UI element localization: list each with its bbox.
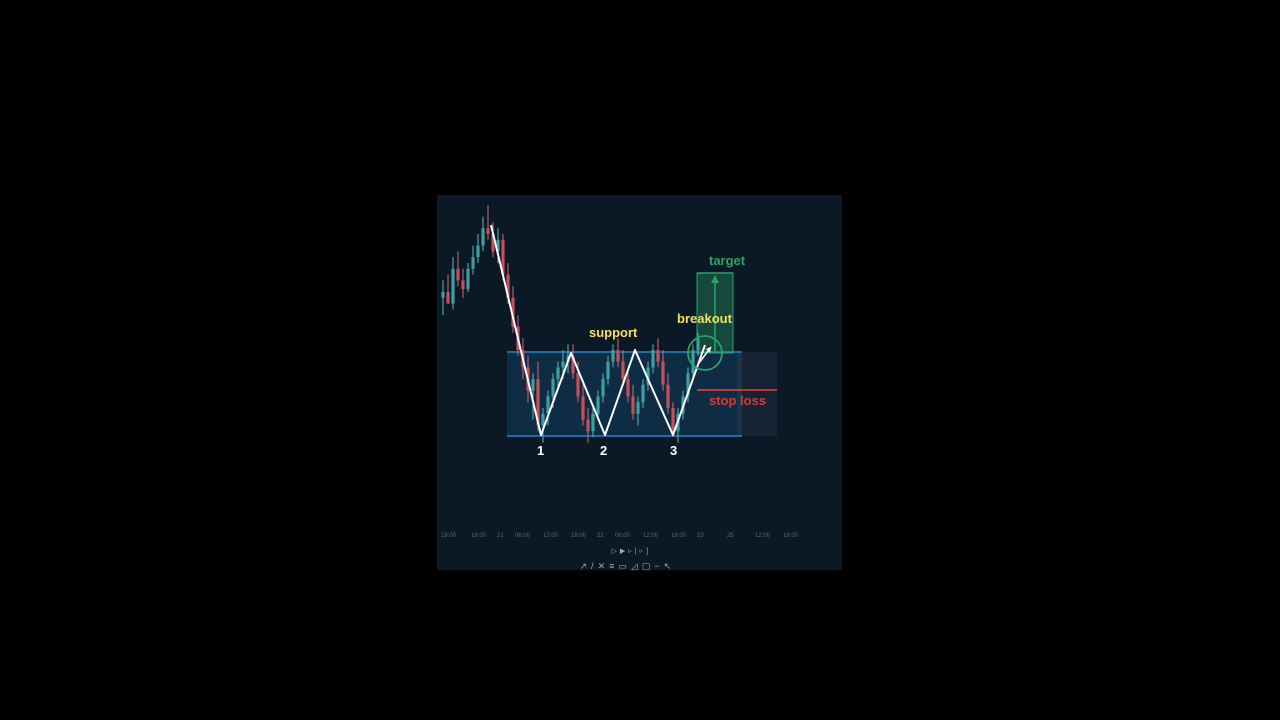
timeline-tick: 23 <box>697 533 704 539</box>
timeline-axis: 18:00 18:00 21 06:00 12:00 18:00 22 06:00 12:00 1… <box>437 533 842 543</box>
timeline-tick: 18:00 <box>571 533 586 539</box>
tool-cross-icon[interactable]: ✕ <box>598 561 610 571</box>
tool-diag-icon[interactable]: ◿ <box>631 561 642 571</box>
label-bottom-3: 3 <box>670 443 677 458</box>
timeline-tick: 18:00 <box>783 533 798 539</box>
tool-box-icon[interactable]: ▢ <box>642 561 655 571</box>
playback-play-icon[interactable]: ▷ <box>612 548 620 555</box>
chart-frame: support breakout target stop loss 1 2 3 … <box>437 195 842 570</box>
timeline-tick: 06:00 <box>515 533 530 539</box>
timeline-tick: 12:00 <box>543 533 558 539</box>
tool-rect-icon[interactable]: ▭ <box>618 561 631 571</box>
tool-cursor-icon[interactable]: ↖ <box>664 561 676 571</box>
timeline-tick: 21 <box>497 533 504 539</box>
timeline-tick: 18:00 <box>441 533 456 539</box>
tool-minus-icon[interactable]: − <box>654 561 663 571</box>
timeline-tick: 18:00 <box>471 533 486 539</box>
drawing-toolbar: ↗/✕≡▭◿▢−↖ <box>580 561 676 572</box>
playback-skip-icon[interactable]: ▹| <box>628 548 639 555</box>
tool-trend-icon[interactable]: ↗ <box>580 561 592 571</box>
label-bottom-1: 1 <box>537 443 544 458</box>
timeline-tick: 25 <box>727 533 734 539</box>
label-breakout: breakout <box>677 311 732 326</box>
timeline-tick: 12:00 <box>643 533 658 539</box>
tool-hline-icon[interactable]: ≡ <box>609 561 618 571</box>
label-stop-loss: stop loss <box>709 393 766 408</box>
timeline-tick: 22 <box>597 533 604 539</box>
playback-controls: ▷▶▹|▹] <box>612 547 652 555</box>
timeline-tick: 12:00 <box>755 533 770 539</box>
candlestick-chart <box>437 195 842 570</box>
timeline-tick: 18:00 <box>671 533 686 539</box>
playback-end-icon[interactable]: ▹] <box>640 548 651 555</box>
label-support: support <box>589 325 637 340</box>
label-bottom-2: 2 <box>600 443 607 458</box>
label-target: target <box>709 253 745 268</box>
timeline-tick: 06:00 <box>615 533 630 539</box>
